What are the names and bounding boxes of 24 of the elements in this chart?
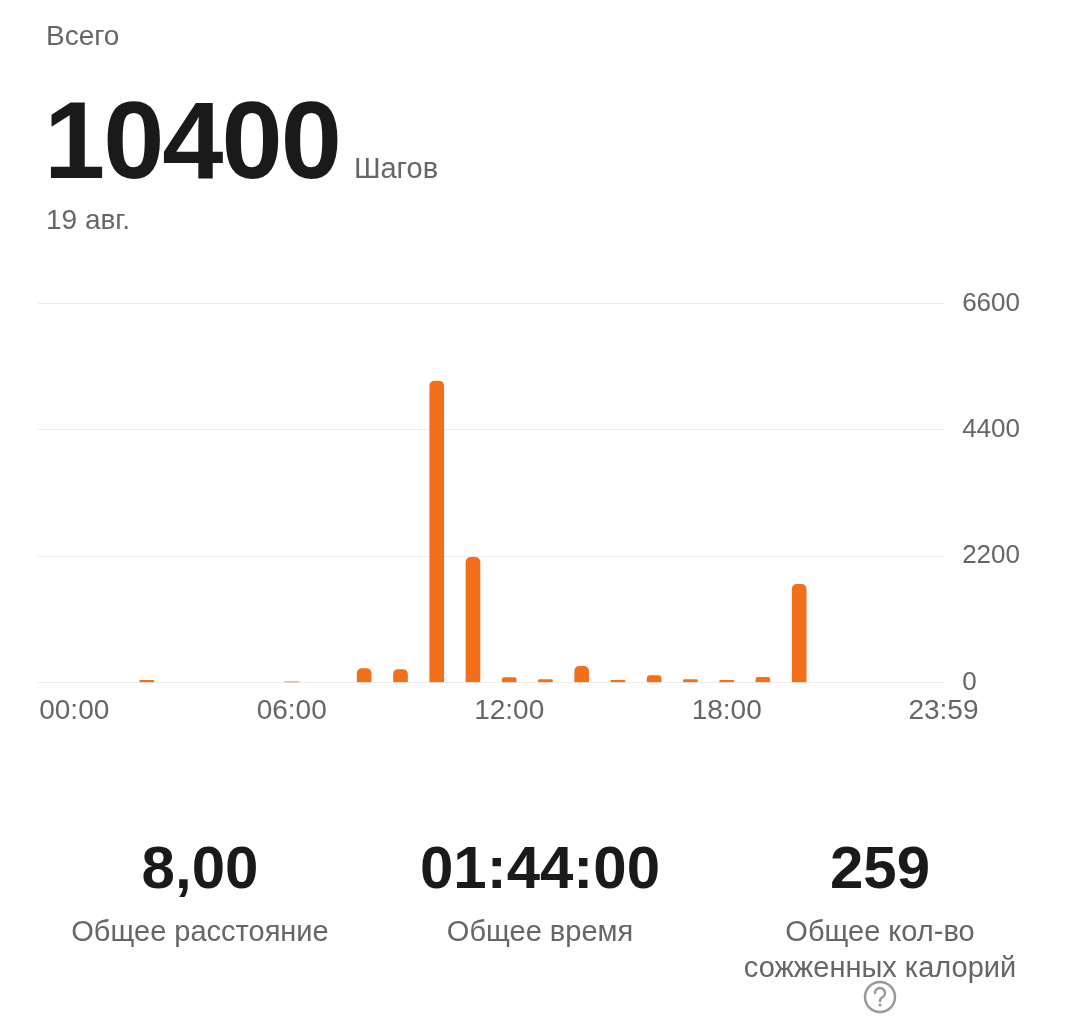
text: Общее время — [445, 914, 635, 949]
x-tick-label: 00:00 — [39, 693, 110, 725]
bar — [574, 666, 590, 683]
text: Общее расстояние — [70, 914, 330, 949]
bar — [429, 380, 445, 683]
x-tick-label: 06:00 — [256, 693, 327, 725]
text: Шагов — [353, 152, 439, 185]
text: Общее кол-во сожженных калорий — [742, 914, 1018, 985]
bar — [646, 675, 662, 683]
bar — [465, 556, 481, 683]
y-tick-label: 6600 — [962, 286, 1020, 317]
x-tick-label: 12:00 — [474, 693, 545, 725]
y-tick-label: 0 — [962, 665, 977, 696]
y-tick-label: 4400 — [962, 413, 1020, 444]
chart-title: Всего — [46, 20, 120, 52]
text: 10400 — [44, 77, 340, 203]
y-tick-label: 2200 — [962, 539, 1020, 570]
x-tick-label: 18:00 — [691, 693, 762, 725]
text: 8,00 — [140, 833, 260, 903]
x-tick-label: 23:59 — [908, 693, 979, 725]
text: 19 авг. — [46, 204, 130, 236]
bar — [791, 583, 807, 683]
text: 01:44:00 — [418, 833, 662, 903]
text: 259 — [828, 833, 932, 903]
